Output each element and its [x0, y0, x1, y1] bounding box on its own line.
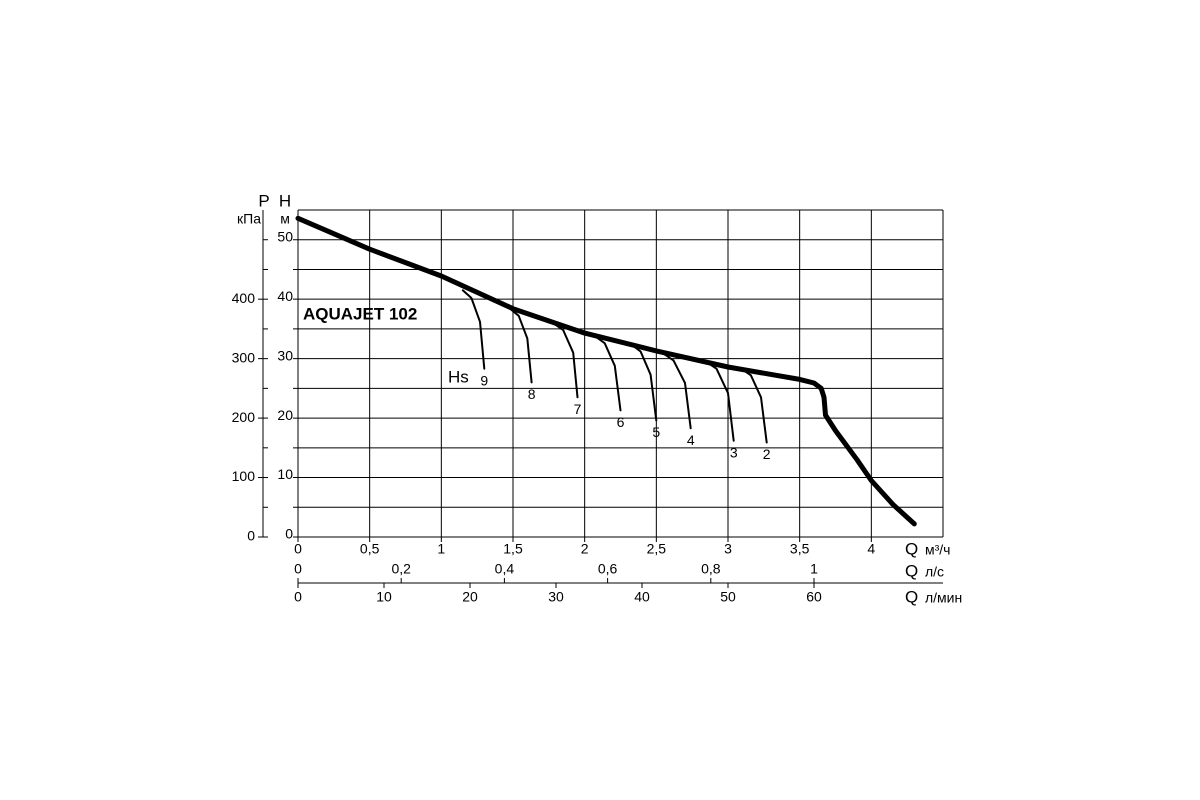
curve-name: 6	[617, 414, 625, 430]
x2-tick-label: 0,4	[495, 561, 515, 577]
x3-axis-label: Q	[905, 587, 918, 606]
x-tick-label: 0	[294, 541, 302, 557]
y-tick-label: 20	[277, 407, 293, 423]
curve-name: 3	[730, 444, 738, 460]
curve-name: 4	[687, 432, 695, 448]
x2-axis-unit: л/с	[925, 564, 944, 580]
x3-tick-label: 10	[376, 589, 392, 605]
y-tick-label: 30	[277, 347, 293, 363]
y2-tick-label: 0	[247, 528, 255, 544]
x2-axis-label: Q	[905, 561, 918, 580]
x2-tick-label: 0,2	[391, 561, 411, 577]
hs-curve	[461, 289, 486, 370]
x3-tick-label: 50	[720, 589, 736, 605]
x3-tick-label: 0	[294, 589, 302, 605]
y2-tick-label: 200	[232, 409, 256, 425]
x3-axis-unit: л/мин	[925, 590, 962, 606]
hs-curve	[738, 366, 768, 444]
x2-tick-label: 0,8	[701, 561, 721, 577]
y2-axis-unit: кПа	[237, 211, 261, 227]
x-tick-label: 1	[437, 541, 445, 557]
y-tick-label: 0	[285, 526, 293, 542]
hs-curve	[593, 335, 622, 412]
x-tick-label: 2	[581, 541, 589, 557]
y2-tick-label: 100	[232, 468, 256, 484]
curve-label: Hs	[448, 367, 469, 386]
curve-name: 5	[652, 424, 660, 440]
y2-tick-label: 400	[232, 290, 256, 306]
x3-tick-label: 60	[806, 589, 822, 605]
x-axis-unit: м³/ч	[925, 542, 950, 558]
x-tick-label: 2,5	[647, 541, 667, 557]
x3-tick-label: 40	[634, 589, 650, 605]
curve-name: 9	[480, 372, 488, 388]
curve-name: 8	[528, 386, 536, 402]
hs-curve	[629, 342, 658, 422]
hs-curve	[661, 351, 692, 430]
x-tick-label: 1,5	[503, 541, 523, 557]
x2-tick-label: 0	[294, 561, 302, 577]
hs-curve	[704, 360, 735, 442]
hs-curve	[552, 322, 579, 399]
x-tick-label: 0,5	[360, 541, 380, 557]
hs-curve	[509, 307, 533, 384]
y-axis-label: H	[279, 191, 291, 210]
curve-name: 7	[574, 401, 582, 417]
x-axis-label: Q	[905, 539, 918, 558]
x-tick-label: 3,5	[790, 541, 810, 557]
y-tick-label: 10	[277, 466, 293, 482]
chart-title: AQUAJET 102	[303, 304, 417, 323]
x-tick-label: 4	[867, 541, 875, 557]
x3-tick-label: 20	[462, 589, 478, 605]
y2-axis-label: P	[258, 191, 269, 210]
x3-tick-label: 30	[548, 589, 564, 605]
y-tick-label: 40	[277, 288, 293, 304]
pump-curve	[295, 215, 917, 527]
x2-tick-label: 1	[810, 561, 818, 577]
curve-name: 2	[763, 446, 771, 462]
y-tick-label: 50	[277, 228, 293, 244]
x-tick-label: 3	[724, 541, 732, 557]
y-axis-unit: м	[280, 211, 290, 227]
y2-tick-label: 300	[232, 349, 256, 365]
x2-tick-label: 0,6	[598, 561, 618, 577]
